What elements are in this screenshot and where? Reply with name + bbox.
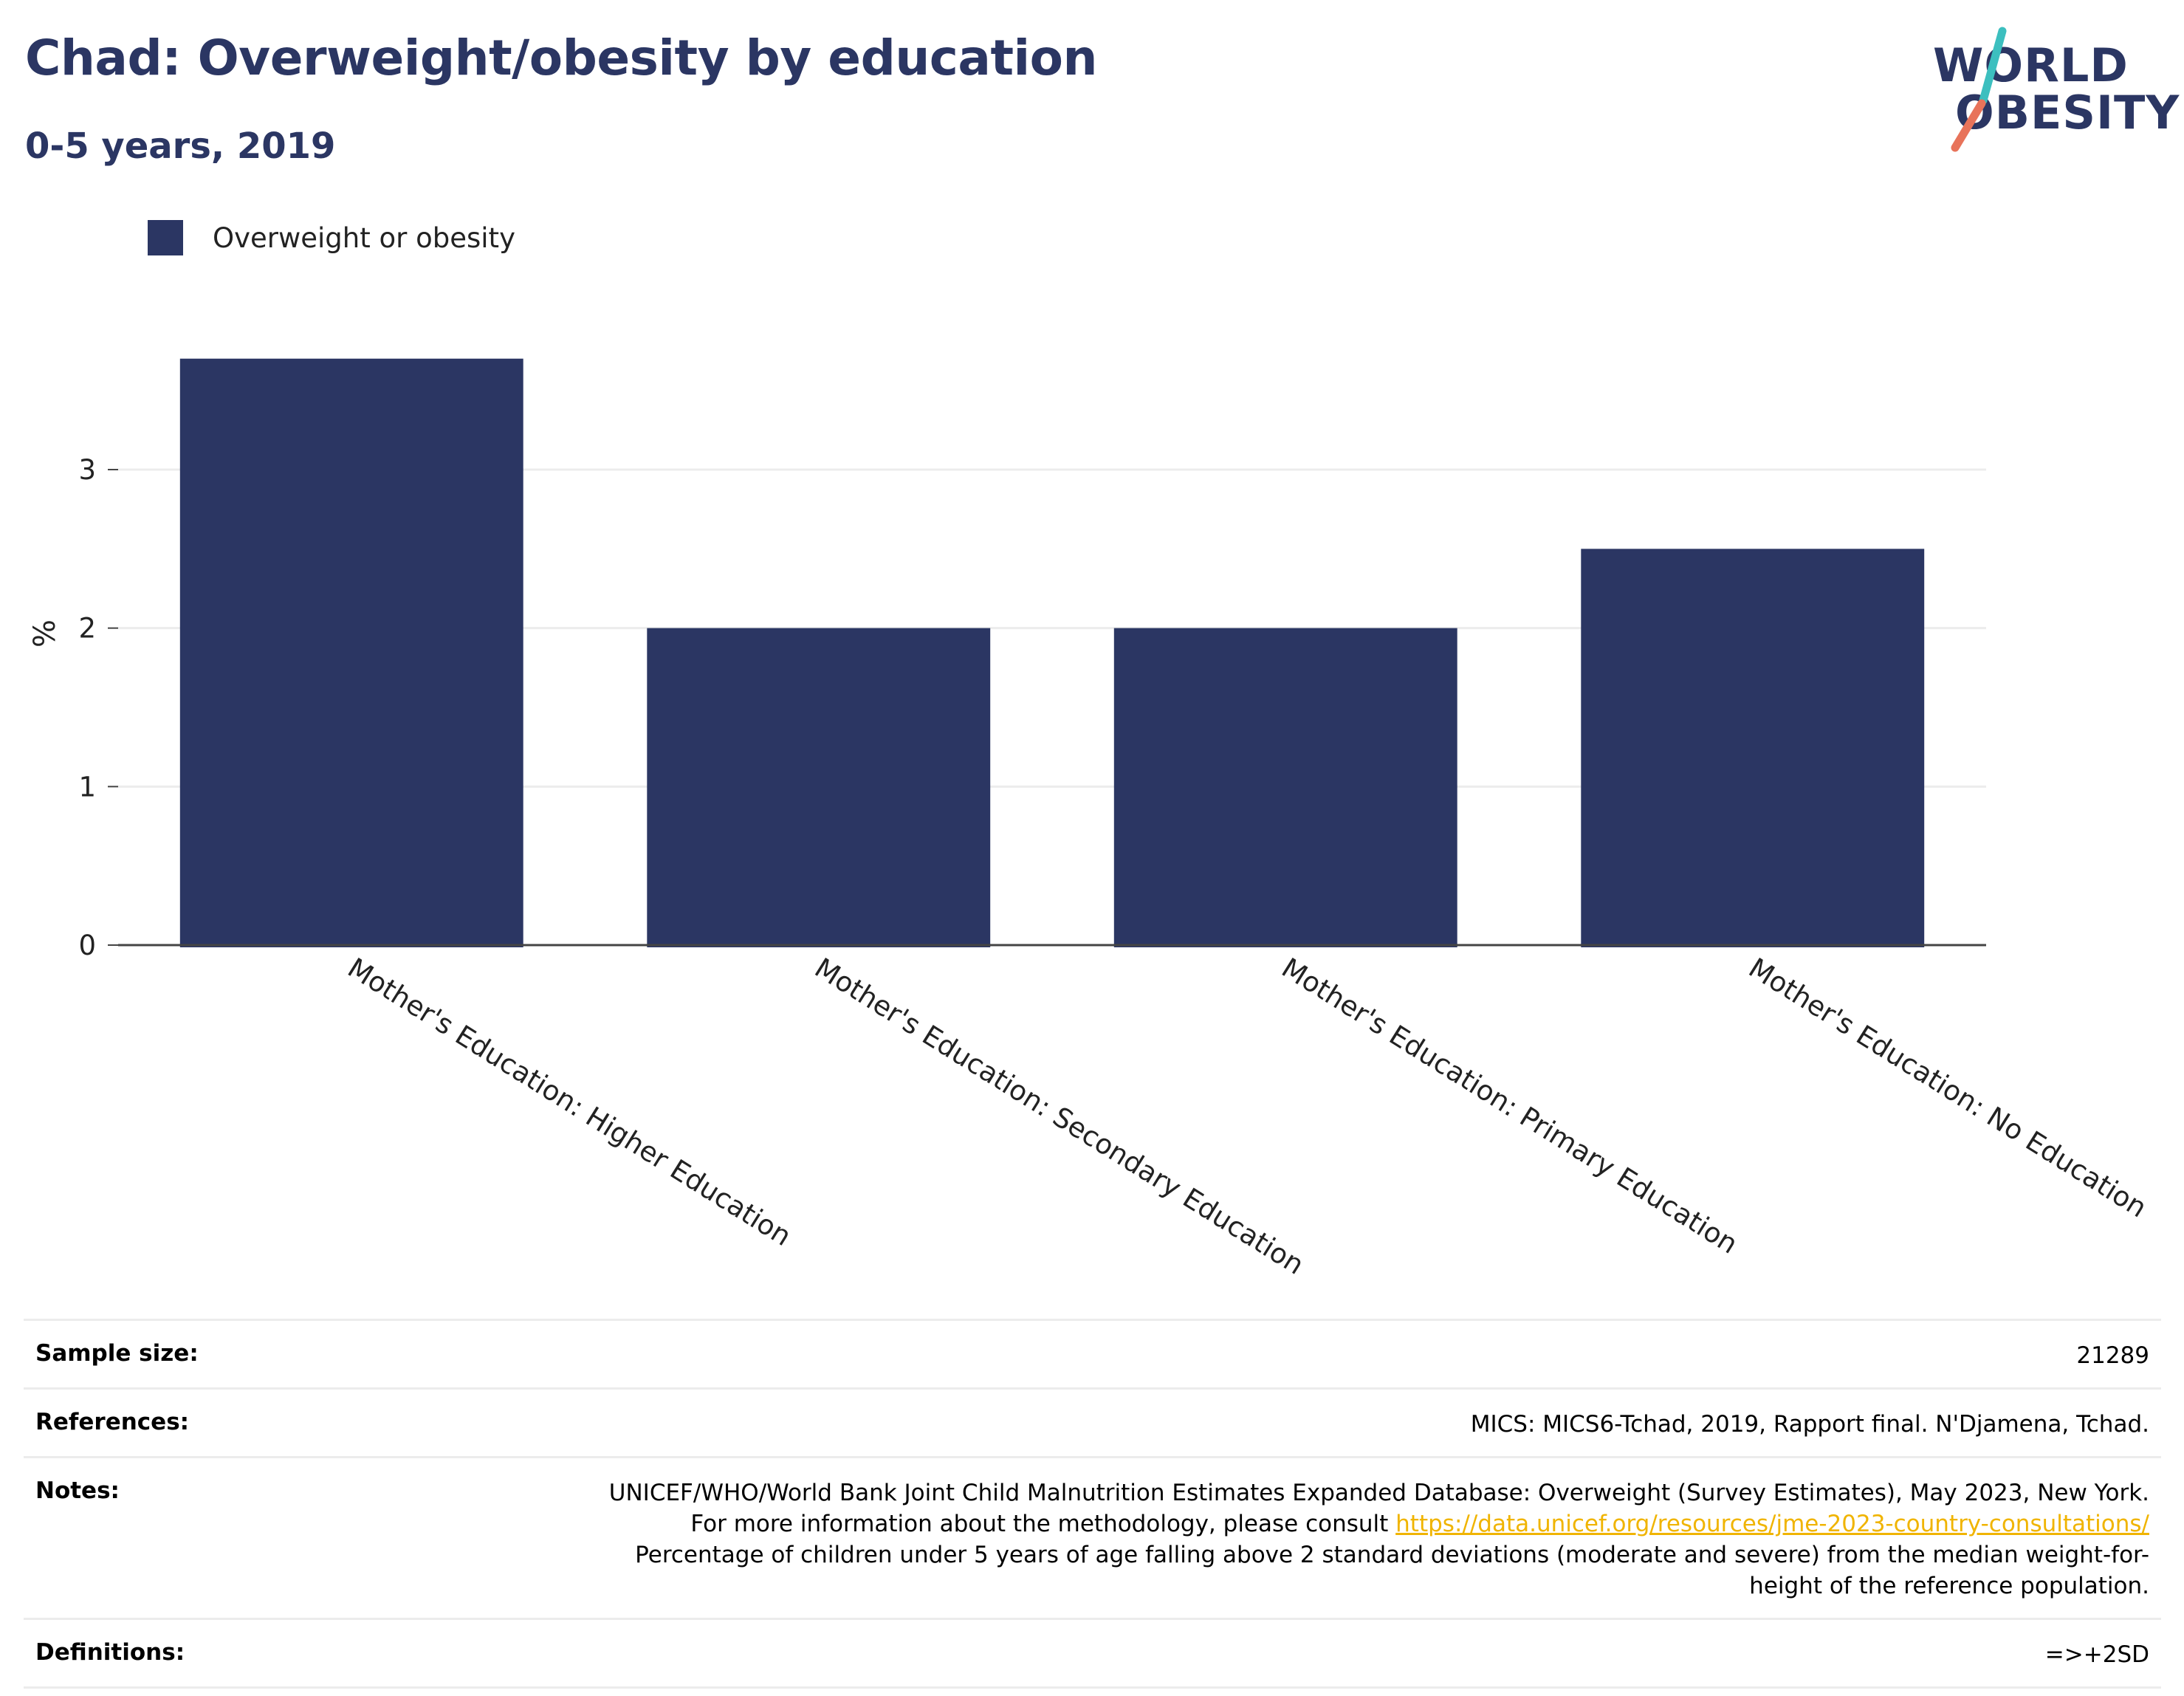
bar: [1113, 628, 1457, 947]
references-label: References:: [35, 1409, 190, 1435]
references-value: MICS: MICS6-Tchad, 2019, Rapport final. …: [1470, 1411, 2149, 1438]
x-tick-label: Mother's Education: Secondary Education: [809, 952, 1310, 1281]
x-tick-label: Mother's Education: Higher Education: [342, 952, 797, 1252]
y-tick-label: 1: [78, 771, 96, 803]
chart-legend[interactable]: Overweight or obesity: [148, 219, 515, 257]
y-axis-label: %: [28, 619, 62, 648]
logo-text-obesity: OBESITY: [1955, 86, 2180, 140]
metadata-table: Sample size: 21289 References: MICS: MIC…: [24, 1319, 2161, 1689]
y-tick-label: 2: [78, 613, 96, 645]
x-tick-label: Mother's Education: No Education: [1743, 952, 2152, 1223]
notes-label: Notes:: [35, 1477, 120, 1504]
bar: [179, 358, 523, 947]
x-tick-label: Mother's Education: Primary Education: [1276, 952, 1743, 1260]
definitions-label: Definitions:: [35, 1639, 185, 1666]
sample-size-row: Sample size: 21289: [24, 1319, 2161, 1387]
legend-swatch: [148, 220, 183, 255]
logo-text-world: WORLD: [1933, 38, 2129, 92]
bar: [647, 628, 991, 947]
methodology-link[interactable]: https://data.unicef.org/resources/jme-20…: [1395, 1511, 2149, 1537]
notes-row: Notes: UNICEF/WHO/World Bank Joint Child…: [24, 1456, 2161, 1618]
references-row: References: MICS: MICS6-Tchad, 2019, Rap…: [24, 1387, 2161, 1456]
notes-text-part2: Percentage of children under 5 years of …: [635, 1542, 2149, 1599]
definitions-value: =>+2SD: [2044, 1641, 2149, 1668]
world-obesity-logo[interactable]: WORLD OBESITY: [1920, 22, 2179, 155]
y-tick-label: 3: [78, 454, 96, 486]
sample-size-label: Sample size:: [35, 1340, 199, 1367]
bar: [1581, 549, 1925, 947]
legend-label: Overweight or obesity: [213, 222, 515, 254]
bar-chart: 0 1 2 3% Mother's Education: Higher Educatio…: [28, 358, 2152, 1281]
notes-value: UNICEF/WHO/World Bank Joint Child Malnut…: [584, 1477, 2149, 1601]
notes-text-part1: UNICEF/WHO/World Bank Joint Child Malnut…: [608, 1480, 2149, 1537]
y-tick-label: 0: [78, 930, 96, 961]
sample-size-value: 21289: [2076, 1342, 2149, 1369]
logo-slash-icon: [1951, 27, 2007, 152]
chart-title: Chad: Overweight/obesity by education: [25, 30, 1097, 86]
chart-subtitle: 0-5 years, 2019: [25, 126, 336, 167]
definitions-row: Definitions: =>+2SD: [24, 1618, 2161, 1689]
